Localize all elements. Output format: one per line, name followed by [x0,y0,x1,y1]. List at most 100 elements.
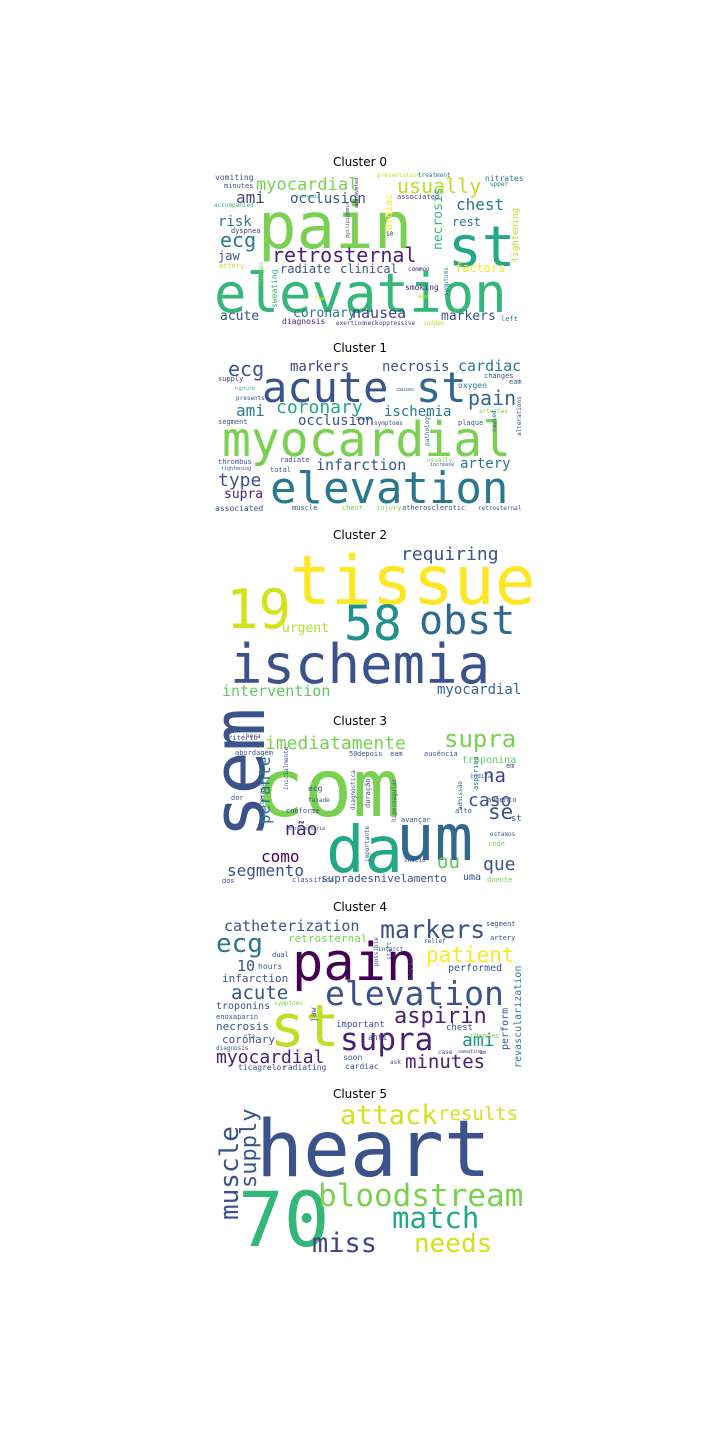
word: left [501,315,518,323]
word: supra [444,725,516,753]
word: revascularization [513,966,524,1068]
word: perform [500,1008,511,1050]
word: pain [258,190,412,264]
word: heart [256,1105,491,1195]
word: ecg [308,784,323,793]
word: uma [463,872,481,883]
word: requiring [401,544,499,565]
word: desnecessária [286,825,325,832]
word: pathology [424,413,431,446]
word: obst [419,598,515,644]
word: artery [460,456,511,472]
word: sweating [270,269,279,308]
word: st [416,363,467,412]
word: neck [364,320,379,327]
word: aspirin [394,1004,487,1029]
word: jaw [218,249,240,263]
word: minutes [405,1051,485,1073]
word: vomiting [215,173,254,182]
word: 10 [237,957,255,975]
word: acute [220,309,259,324]
cluster-0-word-cloud: pain st elevation myocardial usually ami… [214,172,524,327]
word: injury [376,504,401,512]
word: smoking [405,283,439,292]
word: dyspnea [231,227,261,235]
word: st [511,814,522,824]
word: case [438,1049,453,1056]
word: type [314,296,326,302]
word: alto [455,807,472,815]
word: ami [236,188,265,207]
word: diagnóstica [350,770,357,810]
word: death [356,416,371,422]
word: elevation [325,974,504,1013]
word: usually [427,457,453,464]
word: supradesnivelamento [321,872,447,885]
word: ecg [228,357,264,381]
word: start [386,942,393,960]
word: dual [272,951,289,959]
word: soon [343,1053,362,1062]
word: myocardial [256,175,358,195]
word: symptoms [443,267,450,296]
word: segmento [227,861,304,880]
word: cede [488,840,505,848]
word: infarction [316,456,406,474]
cluster-5-word-cloud: heart 70 attack results muscle supply bl… [215,1100,523,1264]
word: radiating [283,1063,327,1072]
word: bloodstream [318,1178,523,1214]
word: não [285,819,318,840]
cluster-4-title: Cluster 4 [332,900,388,914]
word: em [506,762,514,770]
word: ami [462,1030,495,1051]
word: artery [490,934,515,942]
word: myocardial [222,412,511,468]
word: anti [368,1033,387,1042]
word: cardiac [458,357,521,375]
word: possible [373,937,380,966]
word: risk [218,214,252,230]
cluster-1-word-cloud: myocardial acute st elevation ecg marker… [215,357,523,514]
word: 70 [238,1175,330,1264]
word: pain [292,933,417,993]
word: changes [484,372,514,380]
word: ou [437,851,460,873]
word: increase [430,462,454,468]
word: oppressive [379,320,416,327]
word: estamos [490,831,516,838]
word: duração [364,778,372,808]
word: retrosternal [272,243,417,267]
word: catheterization [224,917,359,935]
word: exertion [336,320,365,327]
word: supra [340,1022,433,1058]
word: indica [470,773,492,780]
word: dyslipidemia [345,202,351,238]
word: doente [487,876,512,884]
word: depois [357,750,382,758]
cluster-5-title: Cluster 5 [332,1087,388,1101]
word: conforme [286,807,320,815]
word: intervention [222,682,330,700]
word: ecg [216,929,263,959]
word: ischemia [384,404,451,420]
word: com [256,742,401,835]
word: accompanied [214,202,254,209]
word: results [438,1103,518,1125]
word: cardiac [384,194,395,236]
word: necrosis [431,187,446,250]
word: ami [236,401,265,420]
word: aumento [487,796,517,804]
word: troponins [216,1001,270,1012]
word: ticagrelor [238,1063,286,1072]
word: presentation [377,172,421,179]
word: causes [396,387,414,393]
word: sudden [423,320,445,327]
cluster-3-word-cloud: com sem um da imediatamente supra perant… [197,708,522,888]
word: classifica [292,876,334,884]
word: ask [390,1059,401,1066]
word: occlusion [290,191,366,207]
word: caused [491,410,498,432]
word: infarction [222,972,288,985]
word: aspirina [472,756,480,790]
word: fazade [308,797,330,804]
